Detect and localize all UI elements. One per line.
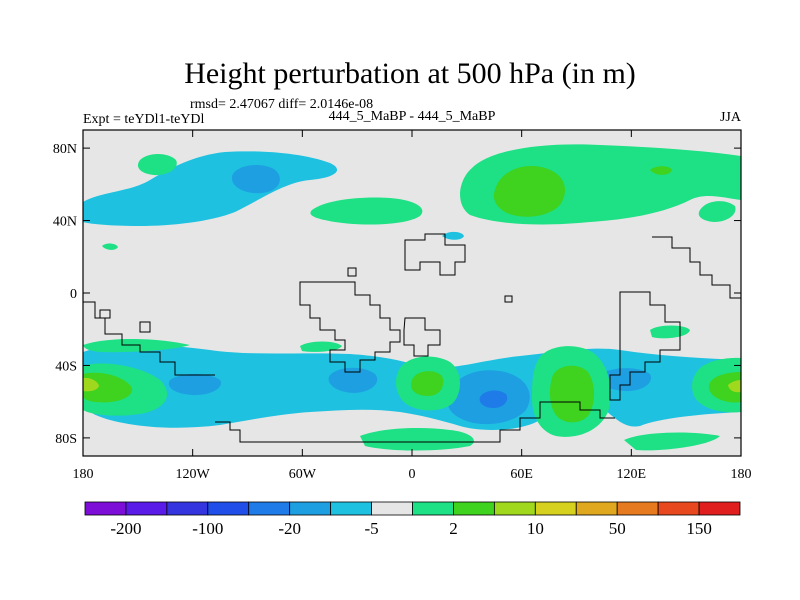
y-tick-label: 40S bbox=[55, 359, 77, 374]
experiment-label: Expt = teYDl1-teYDl bbox=[83, 112, 205, 127]
y-tick-label: 80S bbox=[55, 432, 77, 447]
season-label: JJA bbox=[720, 110, 742, 125]
coastlines bbox=[83, 233, 741, 443]
x-tick-label: 120W bbox=[176, 467, 211, 482]
colorbar: -200 -100 -20 -5 2 10 50 150 bbox=[84, 501, 741, 538]
colorbar-swatch bbox=[493, 501, 536, 516]
colorbar-swatch bbox=[289, 501, 332, 516]
sh-positive-atlantic-core bbox=[410, 371, 444, 396]
colorbar-swatch bbox=[84, 501, 127, 516]
colorbar-swatch bbox=[534, 501, 577, 516]
nh-green-mid bbox=[310, 197, 423, 225]
colorbar-swatch bbox=[330, 501, 372, 516]
sh-green-antarctic bbox=[360, 428, 474, 451]
colorbar-swatch bbox=[616, 501, 659, 516]
coast-island-2 bbox=[504, 295, 513, 303]
coast-africa bbox=[404, 233, 466, 276]
nh-green-east bbox=[698, 201, 736, 222]
nh-jet-core bbox=[231, 164, 280, 194]
x-tick-label: 180 bbox=[73, 467, 94, 482]
colorbar-swatch bbox=[698, 501, 741, 516]
y-tick-label: 40N bbox=[53, 215, 77, 230]
colorbar-swatch bbox=[248, 501, 291, 516]
y-tick-label: 0 bbox=[70, 287, 77, 302]
contour-field bbox=[83, 130, 741, 456]
sh-positive-west-max bbox=[83, 377, 99, 392]
x-tick-label: 60E bbox=[510, 467, 533, 482]
nh-positive-core-east bbox=[650, 166, 672, 175]
case-label: 444_5_MaBP - 444_5_MaBP bbox=[329, 109, 496, 124]
stats-label: rmsd= 2.47067 diff= 2.0146e-08 bbox=[190, 97, 373, 112]
sh-green-patch-2 bbox=[300, 341, 342, 352]
axis-ticks: 180 120W 60W 0 60E 120E 180 80N 40N 0 40S 80S bbox=[53, 130, 752, 482]
colorbar-label: -200 bbox=[110, 519, 141, 538]
sh-positive-indian-core bbox=[549, 365, 594, 423]
sh-negative-core-4 bbox=[598, 368, 651, 392]
colorbar-swatch bbox=[412, 501, 454, 516]
sh-positive-east-core bbox=[708, 372, 741, 403]
sh-positive-east-max bbox=[728, 380, 741, 393]
coast-east-asia bbox=[652, 236, 741, 299]
sh-negative-core-3 bbox=[168, 374, 221, 396]
coast-west-pacific bbox=[83, 301, 215, 376]
coast-australia bbox=[609, 291, 681, 401]
colorbar-label: -5 bbox=[364, 519, 378, 538]
colorbar-swatch bbox=[575, 501, 618, 516]
colorbar-swatch bbox=[166, 501, 209, 516]
colorbar-label: 150 bbox=[686, 519, 712, 538]
coast-south-america bbox=[299, 281, 401, 373]
nh-small-cyan-1 bbox=[442, 231, 464, 240]
chart-title: Height perturbation at 500 hPa (in m) bbox=[184, 57, 636, 90]
colorbar-label: 10 bbox=[527, 519, 544, 538]
colorbar-swatch bbox=[207, 501, 250, 516]
x-tick-label: 120E bbox=[617, 467, 647, 482]
colorbar-label: -20 bbox=[278, 519, 301, 538]
sh-green-west-strip bbox=[83, 338, 190, 353]
coast-island-4 bbox=[99, 309, 111, 319]
colorbar-label: 50 bbox=[609, 519, 626, 538]
nh-positive-core bbox=[493, 166, 565, 217]
coast-island-3 bbox=[347, 267, 357, 277]
sh-green-patch-3 bbox=[624, 432, 720, 451]
colorbar-label: -100 bbox=[192, 519, 223, 538]
colorbar-swatch bbox=[453, 501, 495, 516]
sh-negative-inner bbox=[479, 390, 508, 408]
colorbar-label: 2 bbox=[449, 519, 458, 538]
coast-antarctica bbox=[215, 401, 615, 443]
nh-green-west bbox=[137, 154, 177, 176]
x-tick-label: 0 bbox=[409, 467, 416, 482]
colorbar-swatch bbox=[657, 501, 700, 516]
coast-island-1 bbox=[139, 321, 151, 333]
sh-negative-core-2 bbox=[328, 367, 378, 393]
colorbar-swatch bbox=[371, 501, 413, 516]
nh-green-dot bbox=[102, 243, 118, 250]
sh-positive-west-core bbox=[83, 372, 133, 403]
colorbar-swatch bbox=[125, 501, 168, 516]
coast-africa-south bbox=[403, 317, 441, 357]
x-tick-label: 60W bbox=[289, 467, 317, 482]
y-tick-label: 80N bbox=[53, 142, 77, 157]
x-tick-label: 180 bbox=[731, 467, 752, 482]
